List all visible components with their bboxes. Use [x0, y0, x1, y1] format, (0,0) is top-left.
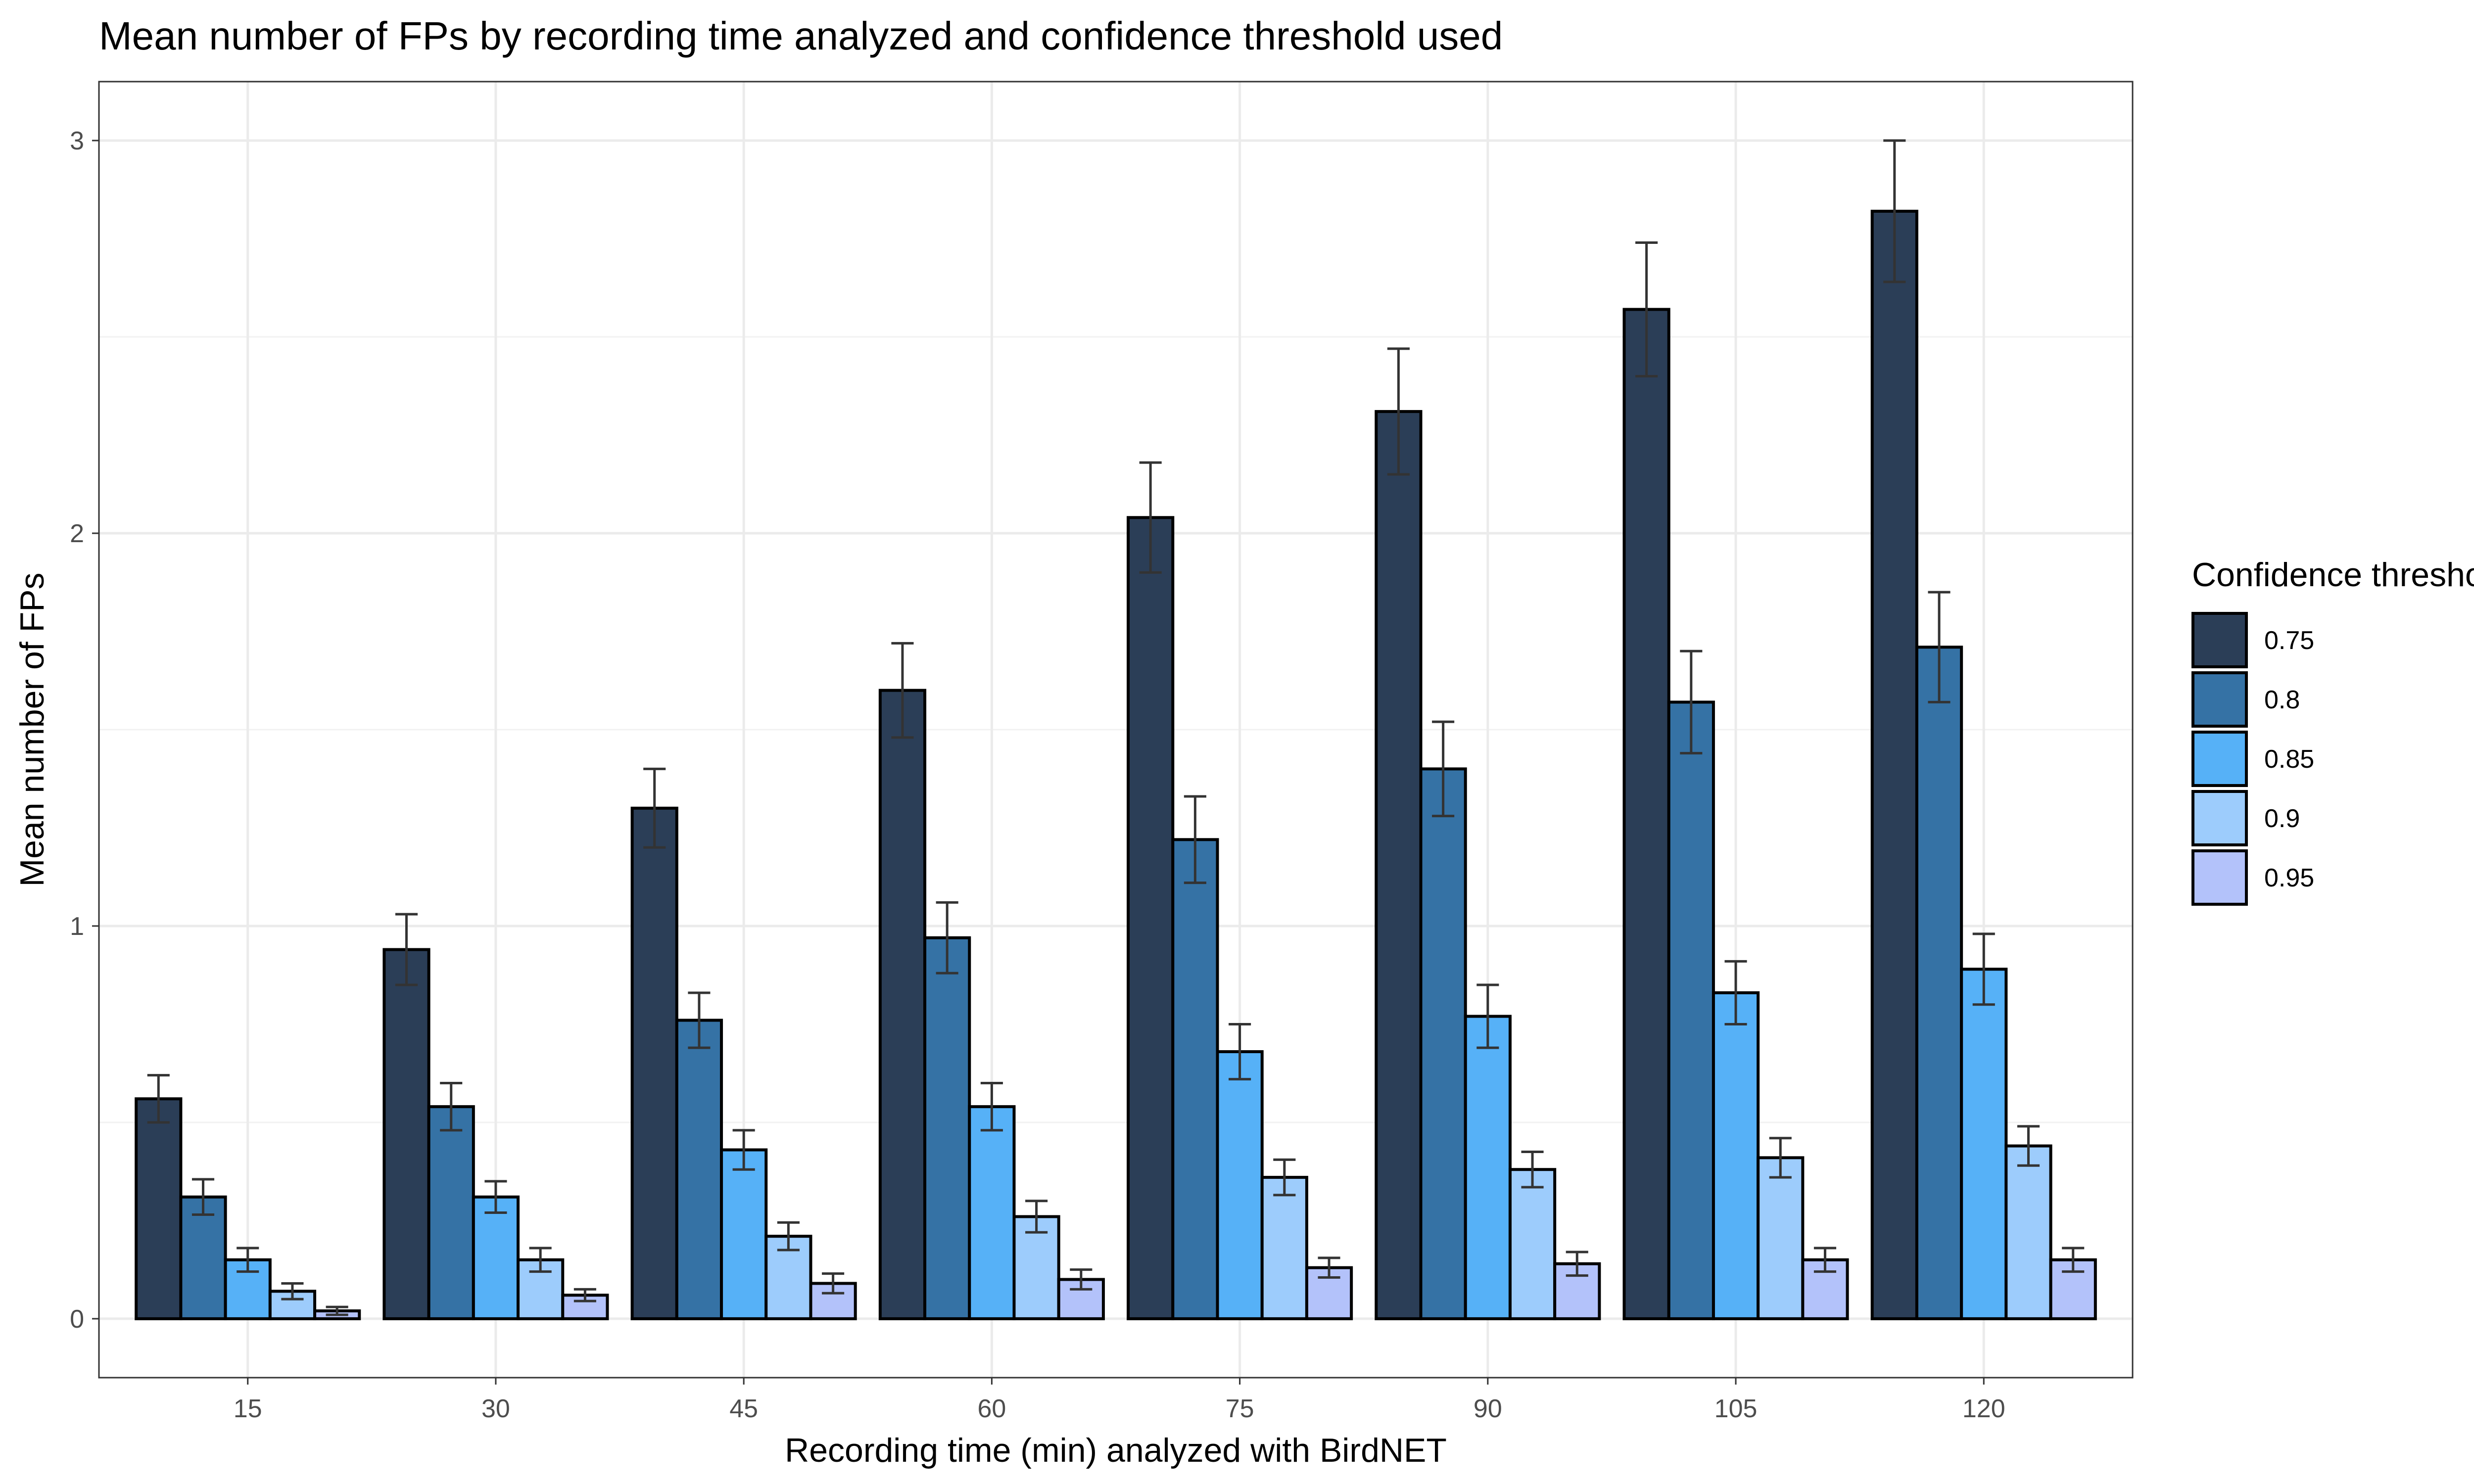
bar	[1171, 838, 1219, 1320]
bar	[968, 1105, 1016, 1320]
x-tick-label: 60	[977, 1394, 1006, 1423]
bar	[135, 1097, 183, 1320]
bar	[1915, 646, 1963, 1320]
bar	[1375, 410, 1423, 1320]
bar	[2004, 1144, 2052, 1320]
bar	[427, 1105, 475, 1320]
bar	[1216, 1050, 1264, 1320]
bar	[1553, 1262, 1601, 1320]
x-tick-label: 105	[1714, 1394, 1758, 1423]
x-tick-label: 15	[234, 1394, 262, 1423]
bar	[675, 1019, 723, 1320]
axis-ticks: 0 1 2 3 15 30 45 60 75 90 105 120	[70, 127, 2005, 1423]
legend-label: 0.75	[2264, 626, 2314, 655]
legend-key	[2191, 612, 2248, 668]
bar	[382, 948, 430, 1320]
bar	[878, 689, 927, 1320]
bar	[1757, 1156, 1805, 1320]
bar-series	[135, 210, 2097, 1320]
x-tick-label: 30	[481, 1394, 510, 1423]
chart-title: Mean number of FPs by recording time ana…	[99, 14, 1503, 58]
bar	[472, 1195, 520, 1320]
legend-label: 0.95	[2264, 864, 2314, 892]
bar	[1464, 1015, 1512, 1320]
x-tick-label: 120	[1962, 1394, 2005, 1423]
legend-label: 0.8	[2264, 686, 2300, 714]
bar	[1508, 1168, 1557, 1320]
bar	[1870, 210, 1918, 1320]
bar	[1419, 767, 1467, 1320]
plot-panel-border	[98, 81, 2134, 1379]
legend-key	[2191, 671, 2248, 728]
legend-items: 0.75 0.8 0.85 0.9 0.95	[2191, 612, 2314, 906]
bar	[1712, 991, 1760, 1320]
bar	[1960, 968, 2008, 1320]
y-tick-label: 3	[70, 127, 84, 155]
bar	[923, 936, 971, 1320]
bar	[1667, 700, 1715, 1320]
legend-label: 0.85	[2264, 745, 2314, 774]
bar	[1127, 516, 1175, 1320]
legend-key	[2191, 790, 2248, 846]
bar	[630, 806, 678, 1320]
legend-title: Confidence threshold	[2192, 556, 2474, 594]
x-tick-label: 90	[1474, 1394, 1502, 1423]
y-tick-label: 0	[70, 1305, 84, 1334]
y-tick-label: 2	[70, 519, 84, 548]
bar	[1012, 1215, 1060, 1320]
bar	[720, 1148, 768, 1320]
x-tick-label: 75	[1226, 1394, 1254, 1423]
bar	[179, 1195, 227, 1320]
legend-label: 0.9	[2264, 804, 2300, 833]
y-tick-label: 1	[70, 912, 84, 941]
legend: Confidence threshold 0.75 0.8 0.85 0.9 0.95	[2191, 556, 2474, 906]
bar	[1622, 308, 1670, 1320]
legend-key	[2191, 849, 2248, 906]
error-bars	[147, 139, 2085, 1316]
x-tick-label: 45	[729, 1394, 758, 1423]
x-axis-title: Recording time (min) analyzed with BirdN…	[785, 1432, 1447, 1469]
y-axis-title: Mean number of FPs	[13, 573, 51, 887]
bar	[1260, 1176, 1308, 1320]
legend-key	[2191, 731, 2248, 787]
